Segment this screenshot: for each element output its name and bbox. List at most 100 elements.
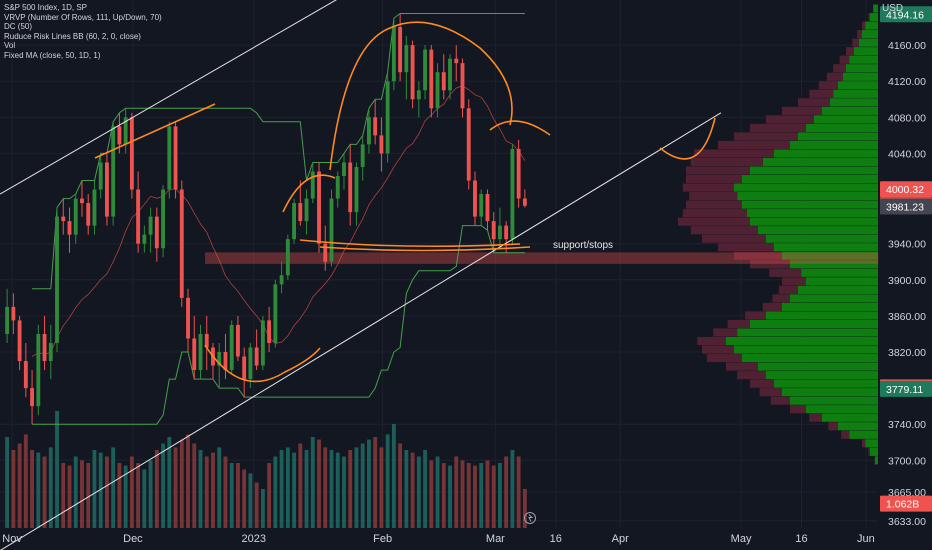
candle-body[interactable]	[5, 306, 10, 334]
currency-label[interactable]: USD	[882, 3, 904, 14]
candle-body[interactable]	[516, 148, 521, 199]
candle-body[interactable]	[48, 342, 53, 362]
candle-body[interactable]	[198, 333, 203, 371]
price-badge[interactable]	[880, 495, 932, 512]
candle-body[interactable]	[454, 58, 459, 64]
candle-body[interactable]	[267, 320, 272, 343]
legend-indicator[interactable]: Ruduce Risk Lines BB (60, 2, 0, close)	[4, 31, 141, 41]
candle-body[interactable]	[335, 176, 340, 199]
candle-body[interactable]	[485, 194, 490, 222]
candle-body[interactable]	[304, 198, 309, 222]
candle-body[interactable]	[167, 126, 172, 190]
candle-body[interactable]	[292, 203, 297, 240]
candle-body[interactable]	[117, 126, 122, 145]
legend-symbol[interactable]: S&P 500 Index, 1D, SP	[4, 3, 88, 12]
candle-body[interactable]	[11, 306, 16, 321]
candle-body[interactable]	[80, 198, 84, 204]
candle-body[interactable]	[30, 388, 35, 407]
candle-body[interactable]	[391, 27, 396, 82]
candle-body[interactable]	[473, 180, 477, 217]
candle-body[interactable]	[179, 189, 184, 298]
legend-indicator[interactable]: DC (50)	[4, 22, 33, 32]
candle-body[interactable]	[273, 284, 278, 343]
candle-body[interactable]	[342, 162, 346, 176]
candle-body[interactable]	[67, 221, 72, 235]
candle-body[interactable]	[510, 148, 515, 240]
candle-body[interactable]	[223, 352, 228, 371]
candle-body[interactable]	[329, 198, 334, 262]
candle-body[interactable]	[410, 45, 415, 100]
candle-body[interactable]	[235, 324, 240, 357]
price-badge[interactable]	[880, 6, 932, 23]
candle-body[interactable]	[416, 90, 421, 100]
time-axis[interactable]: Nov Dec 2023 Feb Mar 16 Apr May 16 Jun	[2, 533, 874, 545]
candle-body[interactable]	[429, 49, 434, 109]
candle-body[interactable]	[186, 297, 190, 339]
candle-body[interactable]	[73, 198, 78, 235]
candle-body[interactable]	[111, 126, 116, 217]
candle-body[interactable]	[398, 27, 403, 73]
candlesticks[interactable]	[5, 13, 527, 425]
candle-body[interactable]	[317, 171, 321, 244]
candle-body[interactable]	[229, 324, 234, 371]
candle-body[interactable]	[55, 216, 59, 343]
price-badge[interactable]	[880, 181, 932, 198]
candle-body[interactable]	[466, 108, 471, 181]
candle-body[interactable]	[142, 234, 147, 244]
candle-body[interactable]	[491, 221, 496, 240]
candle-body[interactable]	[385, 81, 390, 154]
candle-body[interactable]	[460, 63, 465, 109]
candle-body[interactable]	[36, 333, 41, 407]
candle-body[interactable]	[441, 72, 446, 91]
candle-body[interactable]	[479, 194, 484, 217]
candle-body[interactable]	[173, 126, 178, 190]
candle-body[interactable]	[404, 45, 409, 73]
candle-body[interactable]	[279, 275, 284, 285]
price-badge[interactable]	[880, 198, 932, 215]
candle-body[interactable]	[123, 117, 128, 145]
candle-body[interactable]	[448, 58, 452, 91]
candle-body[interactable]	[23, 361, 28, 389]
candle-body[interactable]	[92, 189, 97, 226]
price-axis[interactable]: 4160.00 4120.00 4080.00 4040.00 3940.00 3900.…	[880, 6, 932, 528]
candle-body[interactable]	[61, 216, 66, 222]
candle-body[interactable]	[242, 356, 247, 380]
candle-body[interactable]	[104, 162, 109, 217]
candle-body[interactable]	[373, 117, 378, 136]
candle-body[interactable]	[86, 203, 91, 226]
candle-body[interactable]	[354, 166, 359, 213]
candle-body[interactable]	[17, 320, 22, 362]
candle-body[interactable]	[254, 347, 259, 366]
candle-body[interactable]	[423, 49, 428, 91]
candle-body[interactable]	[504, 225, 509, 240]
candle-body[interactable]	[154, 216, 159, 249]
candle-body[interactable]	[379, 135, 384, 154]
candle-body[interactable]	[323, 243, 328, 262]
candle-body[interactable]	[136, 189, 141, 244]
candle-body[interactable]	[148, 216, 153, 235]
candle-body[interactable]	[435, 72, 440, 109]
candle-body[interactable]	[310, 171, 315, 199]
candle-body[interactable]	[204, 333, 209, 348]
candle-body[interactable]	[129, 117, 134, 190]
candle-body[interactable]	[360, 144, 365, 167]
candle-body[interactable]	[285, 239, 290, 276]
candle-body[interactable]	[260, 320, 265, 366]
candle-body[interactable]	[298, 203, 303, 222]
candle-body[interactable]	[98, 162, 103, 190]
candle-body[interactable]	[217, 352, 222, 366]
candle-body[interactable]	[348, 162, 353, 213]
candle-body[interactable]	[42, 333, 47, 362]
scroll-to-realtime-icon[interactable]	[524, 512, 536, 524]
candle-body[interactable]	[161, 189, 166, 249]
candle-body[interactable]	[497, 225, 502, 240]
price-badge[interactable]	[880, 380, 932, 397]
candle-body[interactable]	[192, 338, 197, 371]
candle-body[interactable]	[366, 117, 371, 145]
legend-indicator[interactable]: Fixed MA (close, 50, 1D, 1)	[4, 50, 101, 60]
candle-body[interactable]	[522, 198, 527, 206]
legend-indicator[interactable]: Vol	[4, 41, 16, 51]
candle-body[interactable]	[248, 347, 253, 380]
legend-indicator[interactable]: VRVP (Number Of Rows, 111, Up/Down, 70)	[4, 12, 162, 22]
